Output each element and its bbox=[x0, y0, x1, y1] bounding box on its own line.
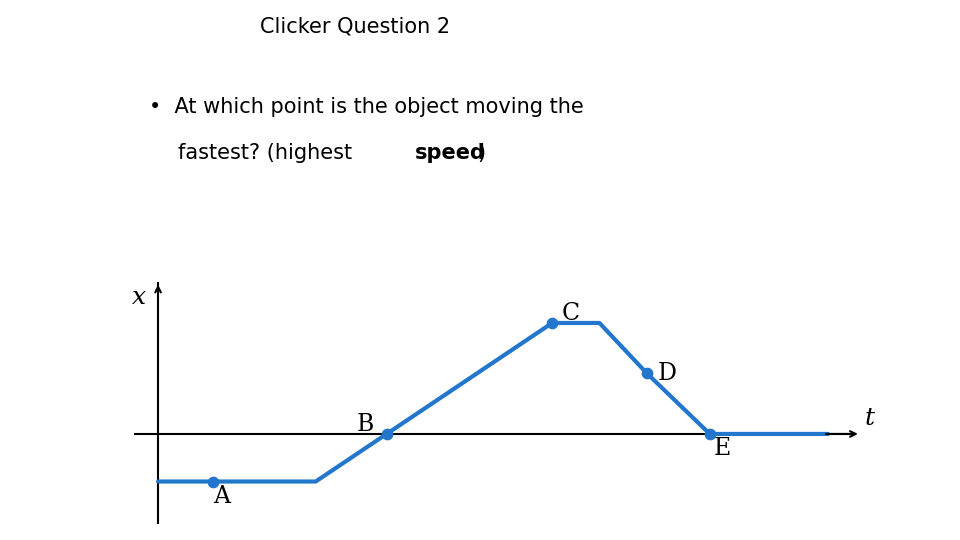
Text: C: C bbox=[562, 302, 580, 325]
Text: x: x bbox=[132, 287, 146, 309]
Text: D: D bbox=[658, 362, 677, 384]
Text: •  At which point is the object moving the: • At which point is the object moving th… bbox=[149, 97, 584, 117]
Point bbox=[205, 477, 221, 486]
Text: ): ) bbox=[477, 143, 485, 163]
Text: B: B bbox=[357, 413, 374, 436]
Point bbox=[702, 430, 717, 438]
Point bbox=[639, 369, 655, 377]
Text: E: E bbox=[713, 437, 731, 460]
Text: A: A bbox=[213, 485, 230, 508]
Text: Clicker Question 2: Clicker Question 2 bbox=[260, 16, 450, 36]
Point bbox=[544, 319, 560, 327]
Text: t: t bbox=[864, 407, 875, 430]
Text: speed: speed bbox=[415, 143, 486, 163]
Text: fastest? (highest: fastest? (highest bbox=[178, 143, 358, 163]
Point bbox=[379, 430, 395, 438]
